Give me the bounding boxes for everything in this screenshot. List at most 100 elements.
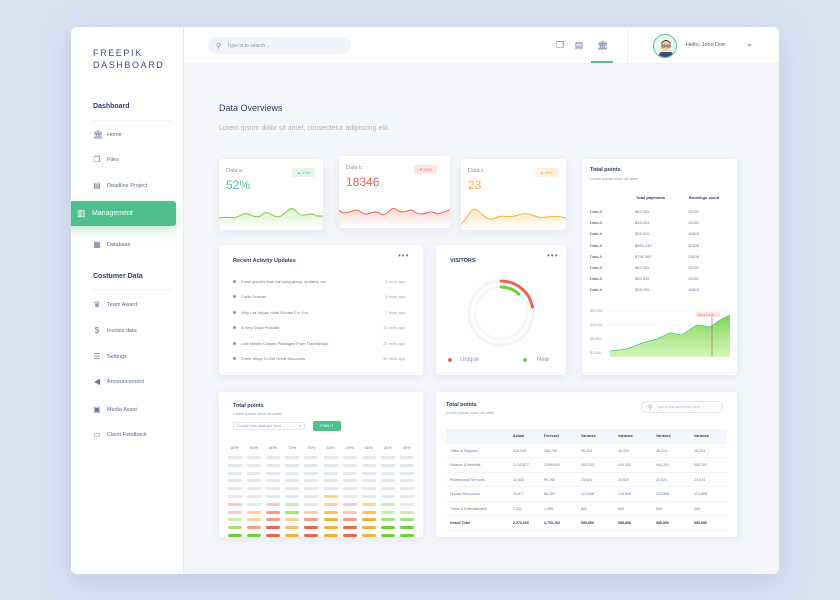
grid-pill <box>247 471 262 475</box>
grid-pill <box>361 510 376 514</box>
grid-pill <box>323 463 338 467</box>
sidebar-item-home[interactable]: 🏛 Home <box>93 128 122 142</box>
table-cell: 123,808 <box>581 492 594 496</box>
table-row: Data A $460,240 30336 <box>590 243 718 250</box>
grid-pill <box>380 510 395 514</box>
grid-pill <box>228 479 242 483</box>
table-cell: 123,808 <box>656 492 669 496</box>
activity-item[interactable]: Why Las Vegas Hotel Rooms For You 7 mins … <box>233 308 405 316</box>
table-row: Data A $28,320 15803 <box>590 231 718 238</box>
more-options-icon[interactable]: ••• <box>547 251 559 260</box>
chevron-down-icon[interactable]: ⌄ <box>746 39 753 48</box>
table-cell: $460,240 <box>635 242 652 248</box>
table-cell: Variance <box>656 434 671 438</box>
grid-pill <box>228 526 242 530</box>
table-cell: 800 <box>581 506 587 511</box>
grid-pill <box>266 518 281 522</box>
grid-pill <box>361 518 376 522</box>
stat-label: Data a <box>226 168 243 174</box>
grid-pill <box>304 495 319 498</box>
table-cell: 46,224 <box>618 448 629 453</box>
y-axis-labels: $20,000 $10,000 $5,000 $1,000 <box>590 309 603 355</box>
activity-item[interactable]: Curtis Dunsan 3 mins ago <box>233 293 405 301</box>
legend-unique: Unique <box>448 357 479 363</box>
table-cell: Actual <box>513 434 524 438</box>
sidebar-item-label: Management <box>92 210 133 217</box>
copy-icon[interactable]: ❐ <box>555 40 565 50</box>
bullet <box>233 357 236 360</box>
table-cell: Salaries & Benefits <box>450 463 481 467</box>
stat-value: 23 <box>468 178 482 192</box>
column-percent-label: 60% <box>364 445 373 450</box>
grid-pill <box>323 456 338 459</box>
grid-pill <box>304 526 319 530</box>
grid-pill <box>304 471 319 475</box>
sidebar-item-media[interactable]: ▣ Media Asset <box>93 403 137 417</box>
sidebar-item-announcement[interactable]: ◀ Announcement <box>93 375 144 389</box>
files-icon: ❐ <box>93 155 101 164</box>
sidebar-item-team-award[interactable]: ♛ Team Award <box>93 298 137 312</box>
sidebar-item-files[interactable]: ❐ Files <box>93 153 118 167</box>
grid-pill <box>323 510 338 514</box>
table-cell: Grand Total <box>450 521 470 525</box>
table-cell: Data A <box>590 265 603 270</box>
sidebar-item-database[interactable]: ▦ Database <box>93 238 130 252</box>
column-percent-label: 40% <box>402 445 411 450</box>
table-cell: Travel & Entertainment <box>450 506 487 511</box>
card-title: VISITORS <box>450 258 476 264</box>
sidebar-item-management[interactable]: ▥ Management <box>71 201 176 226</box>
grid-pill <box>304 487 319 491</box>
grid-pill <box>285 534 300 537</box>
stat-label: Data b <box>346 165 363 171</box>
sidebar-section-dashboard: Dashboard <box>93 103 130 110</box>
table-cell: 225,240 <box>513 448 526 453</box>
calendar-icon: ▤ <box>93 181 101 190</box>
sidebar-item-deadline[interactable]: ▤ Deadline Project <box>93 179 147 193</box>
sidebar-item-feedback[interactable]: ▭ Client Feedback <box>93 428 147 442</box>
more-options-icon[interactable]: ••• <box>398 251 410 260</box>
grid-pill <box>342 526 357 530</box>
card-subtitle: Lorem ipsum dolor sit amet <box>446 410 495 415</box>
calendar-icon[interactable]: ▤ <box>574 40 584 50</box>
activity-text: Three Ways To Get Great Discounts <box>241 356 306 361</box>
active-tab-indicator <box>591 61 613 63</box>
grid-pill <box>399 471 414 475</box>
total-points-table-card: Total points Lorem ipsum dolor sit amet … <box>436 392 737 537</box>
table-cell: $28,295 <box>635 287 650 293</box>
bank-icon[interactable]: 🏛 <box>597 40 609 50</box>
table-cell: 2,231 <box>513 506 522 511</box>
legend-dot <box>523 358 527 362</box>
grid-pill <box>380 534 395 537</box>
grid-pill <box>342 534 357 537</box>
stat-value: 52% <box>226 178 251 192</box>
sidebar-item-settings[interactable]: ☰ Settings <box>93 350 126 364</box>
avatar[interactable] <box>653 34 677 58</box>
table-cell: $83,320 <box>635 265 650 270</box>
sidebar-item-invoice[interactable]: $ Invoice data <box>93 324 137 338</box>
card-title: Total points <box>233 403 264 409</box>
activity-item[interactable]: Fresh grocies from the tying group, upda… <box>233 277 405 285</box>
find-button[interactable]: FIND IT <box>313 421 341 431</box>
table-cell: 16,877 <box>513 492 524 496</box>
page-title: Data Overviews <box>219 103 283 113</box>
activity-time: 3 mins ago <box>385 294 405 299</box>
table-cell: 12031 <box>688 209 700 214</box>
table-cell: Data A <box>590 253 603 259</box>
table-cell: 585,896 <box>581 521 594 525</box>
grid-pill <box>228 495 242 498</box>
award-icon: ♛ <box>93 300 101 309</box>
activity-item[interactable]: Last Minute Cruises Packages From Travel… <box>233 339 405 347</box>
table-cell: $791,362 <box>635 253 652 259</box>
bullet <box>233 295 236 298</box>
grid-pill <box>399 495 414 498</box>
activity-item[interactable]: Three Ways To Get Great Discounts 40 mins… <box>233 355 405 363</box>
search-input[interactable]: ⚲ Type in to search .. <box>208 37 351 54</box>
table-cell: 400,203 <box>618 463 631 467</box>
table-search-input[interactable]: ⚲ Type to find something here <box>641 401 723 413</box>
table-cell: Data A <box>590 276 603 282</box>
brand-line1: FREEPIK <box>93 48 143 58</box>
activity-item[interactable]: A Very Good Podcast 15 mins ago <box>233 324 405 332</box>
grid-pill <box>342 518 357 522</box>
unique-arc <box>467 279 535 347</box>
category-select[interactable]: Choose from what you need ▾ <box>233 422 305 430</box>
